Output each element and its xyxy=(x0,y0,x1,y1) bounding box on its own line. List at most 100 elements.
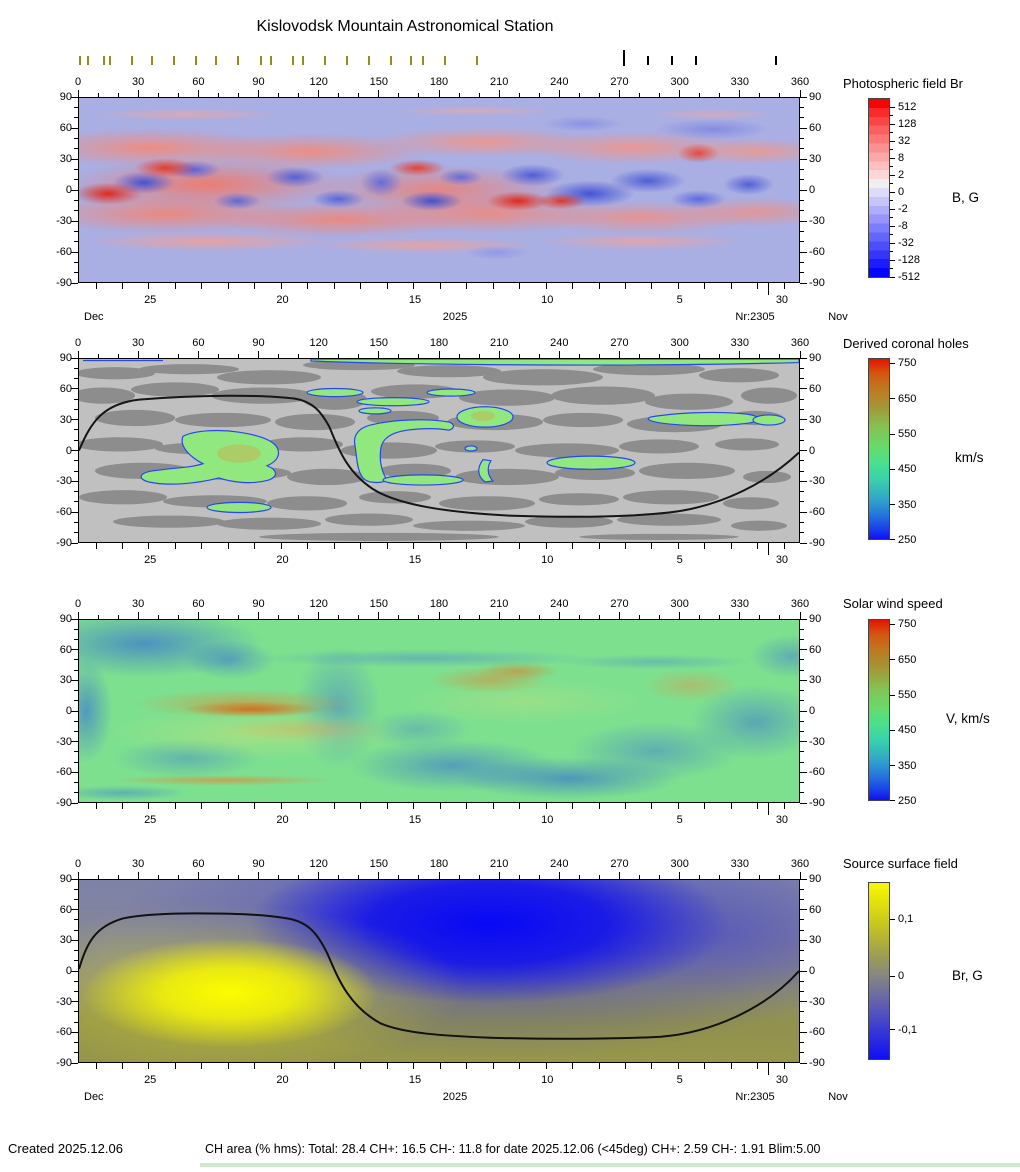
lon-tick xyxy=(739,872,741,879)
lat-tick xyxy=(71,1031,78,1033)
lon-tick xyxy=(177,875,179,879)
lat-tick xyxy=(74,980,78,982)
lat-tick xyxy=(800,148,804,150)
lon-tick xyxy=(177,354,179,358)
lon-tick xyxy=(338,354,340,358)
observation-tick xyxy=(151,56,154,65)
rotation-label: Nr:2305 xyxy=(735,311,775,323)
day-tick xyxy=(625,803,627,809)
lon-label: 60 xyxy=(192,337,205,349)
lon-tick xyxy=(137,872,139,879)
lon-tick xyxy=(298,875,300,879)
lon-tick xyxy=(799,612,801,619)
lon-tick xyxy=(719,875,721,879)
lon-tick xyxy=(538,93,540,97)
lon-tick xyxy=(298,615,300,619)
lon-tick xyxy=(659,93,661,97)
day-tick xyxy=(280,543,282,549)
lon-tick xyxy=(659,354,661,358)
lon-tick xyxy=(217,93,219,97)
lat-tick xyxy=(800,272,804,274)
day-tick xyxy=(386,803,388,809)
lon-tick xyxy=(278,93,280,97)
lon-label: 180 xyxy=(429,337,449,349)
day-tick xyxy=(519,803,521,809)
lat-tick xyxy=(800,117,804,119)
lat-tick xyxy=(71,741,78,743)
footer-highlight-strip xyxy=(200,1163,1020,1167)
lon-label: 60 xyxy=(192,858,205,870)
day-tick xyxy=(280,1063,282,1069)
coronal-holes-map xyxy=(78,358,800,543)
day-tick xyxy=(677,543,679,549)
lat-label: 90 xyxy=(59,352,72,364)
lon-tick xyxy=(619,612,620,619)
lat-tick xyxy=(74,137,78,139)
colorbar-minor-tick xyxy=(890,268,893,270)
lon-tick xyxy=(739,351,741,358)
lon-label: 210 xyxy=(489,858,509,870)
lon-tick xyxy=(358,615,360,619)
colorbar-tick xyxy=(890,174,895,176)
lon-tick xyxy=(639,354,641,358)
colorbar-tick xyxy=(890,106,895,108)
lon-tick xyxy=(478,93,480,97)
lat-label: 0 xyxy=(65,184,72,196)
lon-tick xyxy=(619,872,620,879)
day-tick xyxy=(730,283,732,289)
colorbar-minor-tick xyxy=(890,114,893,116)
lat-tick xyxy=(74,792,78,794)
lat-tick xyxy=(800,199,804,201)
colorbar-label: 550 xyxy=(898,689,917,702)
lon-tick xyxy=(418,354,420,358)
lon-tick xyxy=(458,354,460,358)
colorbar-photospheric xyxy=(868,98,890,278)
lat-tick xyxy=(71,970,78,972)
lon-label: 180 xyxy=(429,858,449,870)
lon-label: 90 xyxy=(252,598,265,610)
observation-tick xyxy=(87,56,90,65)
lat-tick xyxy=(800,1062,807,1064)
date-label: 25 xyxy=(144,554,157,566)
lat-tick xyxy=(71,542,78,544)
coronal-hole-regions xyxy=(141,359,799,513)
day-tick xyxy=(704,803,706,809)
lat-tick xyxy=(800,950,804,952)
day-tick xyxy=(757,803,759,809)
lat-tick xyxy=(800,189,807,191)
lon-tick xyxy=(438,612,440,619)
lon-tick xyxy=(679,351,681,358)
lat-tick xyxy=(800,127,807,129)
lat-tick xyxy=(800,618,807,620)
lat-tick xyxy=(800,649,807,651)
lon-tick xyxy=(97,875,99,879)
colorbar-label: 550 xyxy=(898,428,917,441)
lat-tick xyxy=(800,251,807,253)
day-tick xyxy=(148,1063,150,1069)
lon-tick xyxy=(759,354,761,358)
lon-label: 30 xyxy=(132,598,145,610)
lat-tick xyxy=(800,939,807,941)
lon-tick xyxy=(197,90,199,97)
day-tick xyxy=(439,283,441,289)
lat-label: 90 xyxy=(809,613,822,625)
lat-tick xyxy=(71,1062,78,1064)
day-tick xyxy=(148,803,150,809)
lat-label: 90 xyxy=(809,352,822,364)
lat-tick xyxy=(74,272,78,274)
lon-label: 90 xyxy=(252,76,265,88)
panel-title-wind-speed: Solar wind speed xyxy=(843,596,943,611)
day-tick xyxy=(545,1063,547,1069)
unit-label-wind-speed: V, km/s xyxy=(946,711,990,726)
observation-tick xyxy=(301,56,304,65)
observation-tick xyxy=(79,56,81,65)
lat-tick xyxy=(71,357,78,359)
colorbar-label: -2 xyxy=(898,203,908,216)
lat-tick xyxy=(74,491,78,493)
source-surface-field-map xyxy=(78,879,800,1063)
lat-tick xyxy=(800,919,804,921)
day-tick xyxy=(625,283,627,289)
page-title: Kislovodsk Mountain Astronomical Station xyxy=(256,18,554,35)
lon-label: 210 xyxy=(489,337,509,349)
lat-tick xyxy=(800,179,804,181)
